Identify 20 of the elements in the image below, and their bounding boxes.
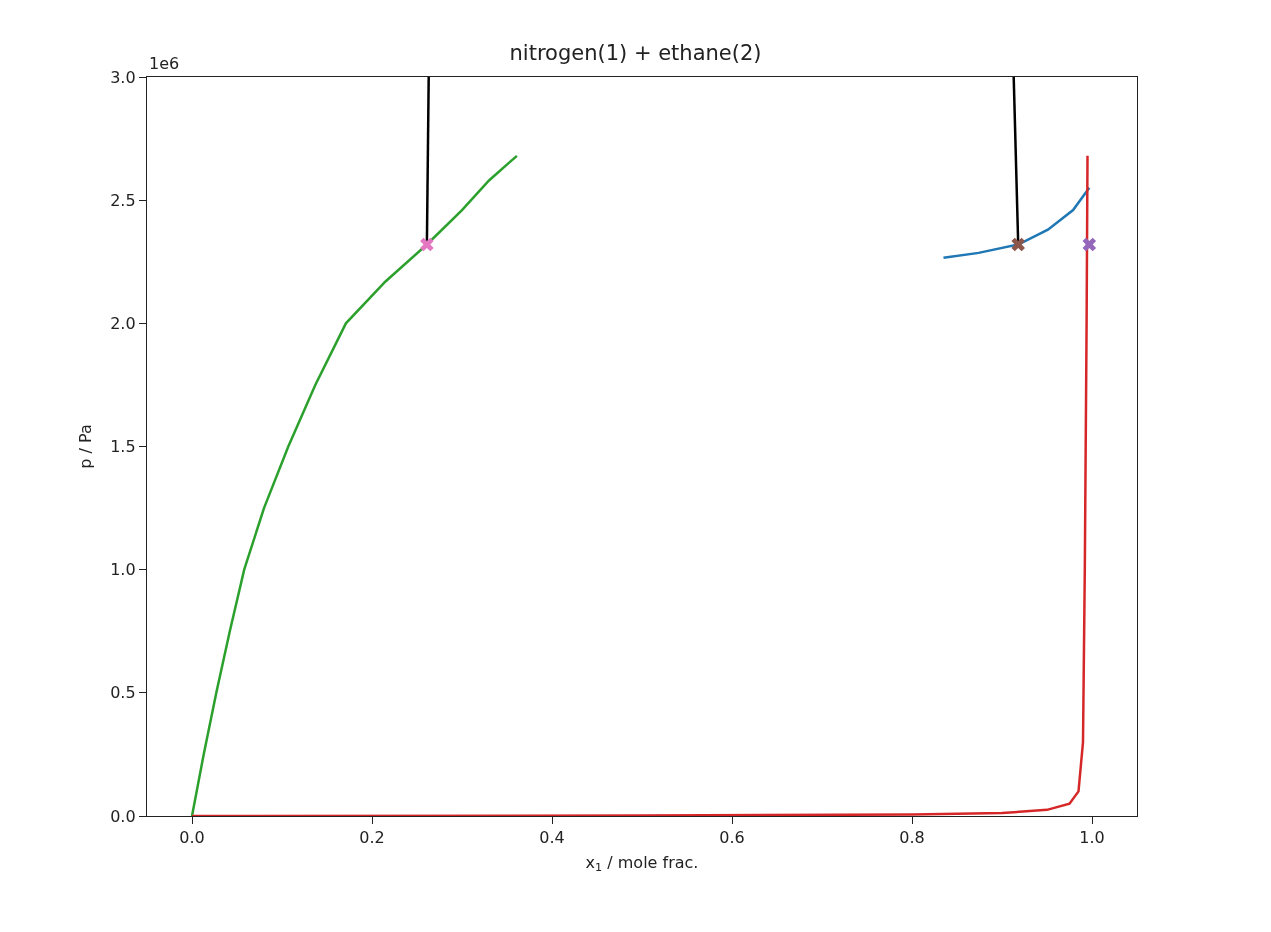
line-series bbox=[942, 186, 1091, 260]
x-axis-title: x$_{1}$ / mole frac. bbox=[585, 853, 699, 875]
y-tick-label: 2.0 bbox=[110, 313, 136, 333]
x-tick-label: 0.0 bbox=[179, 828, 205, 848]
x-tick-label: 0.8 bbox=[899, 828, 925, 848]
y-tick-label: 2.5 bbox=[110, 190, 136, 210]
x-tick-label: 1.0 bbox=[1079, 828, 1105, 848]
y-tick-label: 0.5 bbox=[110, 683, 136, 703]
y-axis-title: p / Pa bbox=[76, 424, 96, 469]
y-tick-label: 3.0 bbox=[110, 67, 136, 87]
line-series bbox=[190, 154, 519, 816]
chart-title: nitrogen(1) + ethane(2) bbox=[509, 41, 762, 65]
text: 1e6 bbox=[149, 54, 180, 73]
x-tick-label: 0.4 bbox=[539, 828, 565, 848]
x-tick-label: 0.6 bbox=[719, 828, 745, 848]
line-series bbox=[190, 154, 1089, 816]
y-tick-label: 0.0 bbox=[110, 806, 136, 826]
y-tick-label: 1.0 bbox=[110, 560, 136, 580]
x-tick-label: 0.2 bbox=[359, 828, 385, 848]
y-tick-label: 1.5 bbox=[110, 437, 136, 457]
